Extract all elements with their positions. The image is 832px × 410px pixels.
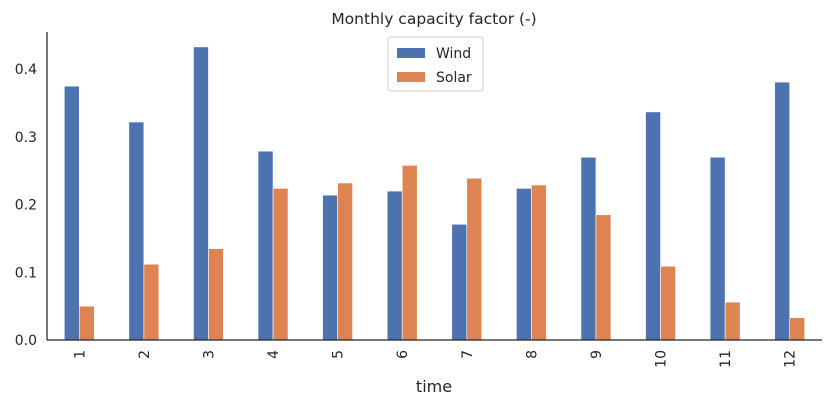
bar-solar-9 xyxy=(595,214,612,341)
legend: Wind Solar xyxy=(387,36,484,92)
bar-wind-10 xyxy=(645,111,661,341)
x-tick-label: 10 xyxy=(654,350,670,368)
legend-swatch-wind xyxy=(397,48,425,58)
bar-solar-10 xyxy=(660,265,676,341)
x-tick-label: 3 xyxy=(201,350,217,359)
bar-wind-2 xyxy=(128,121,145,341)
bar-wind-6 xyxy=(386,190,403,341)
bar-solar-8 xyxy=(531,184,547,341)
bar-wind-3 xyxy=(193,46,209,341)
bar-solar-5 xyxy=(337,182,353,341)
legend-swatch-solar xyxy=(397,72,425,82)
bar-wind-12 xyxy=(774,81,791,341)
bar-solar-6 xyxy=(401,165,418,341)
bar-solar-3 xyxy=(208,248,224,341)
ticks-layer: 0.00.10.20.30.41 2 3 4 5 6 7 8 9 10 11 12 xyxy=(15,62,799,368)
x-axis-title: time xyxy=(416,377,452,396)
bar-solar-12 xyxy=(789,317,806,341)
bar-wind-9 xyxy=(580,156,597,341)
x-tick-label: 5 xyxy=(331,350,347,359)
y-tick-label: 0.2 xyxy=(15,198,37,214)
y-tick-label: 0.0 xyxy=(15,333,37,349)
bar-solar-11 xyxy=(724,301,741,341)
x-tick-label: 12 xyxy=(783,350,799,368)
x-tick-label: 4 xyxy=(266,350,282,359)
bar-wind-7 xyxy=(451,223,468,341)
bars-layer xyxy=(63,46,806,341)
bar-wind-11 xyxy=(709,156,726,341)
x-tick-label: 11 xyxy=(718,350,734,368)
y-tick-label: 0.4 xyxy=(15,62,37,78)
x-tick-label: 8 xyxy=(524,350,540,359)
x-tick-label: 9 xyxy=(589,350,605,359)
bar-wind-1 xyxy=(63,85,80,341)
x-tick-label: 2 xyxy=(137,350,153,359)
x-tick-label: 6 xyxy=(395,350,411,359)
x-tick-label: 1 xyxy=(72,350,88,359)
y-tick-label: 0.1 xyxy=(15,265,37,281)
bar-solar-7 xyxy=(466,177,483,341)
legend-label-solar: Solar xyxy=(436,70,472,86)
bar-wind-5 xyxy=(322,194,338,341)
legend-label-wind: Wind xyxy=(436,46,471,62)
bar-wind-8 xyxy=(516,188,532,341)
chart-title: Monthly capacity factor (-) xyxy=(331,10,536,28)
bar-solar-4 xyxy=(272,188,289,341)
bar-wind-4 xyxy=(257,150,274,341)
y-tick-label: 0.3 xyxy=(15,130,37,146)
bar-solar-2 xyxy=(143,263,160,341)
bar-solar-1 xyxy=(78,305,95,341)
x-tick-label: 7 xyxy=(460,350,476,359)
axes-layer xyxy=(46,32,822,341)
